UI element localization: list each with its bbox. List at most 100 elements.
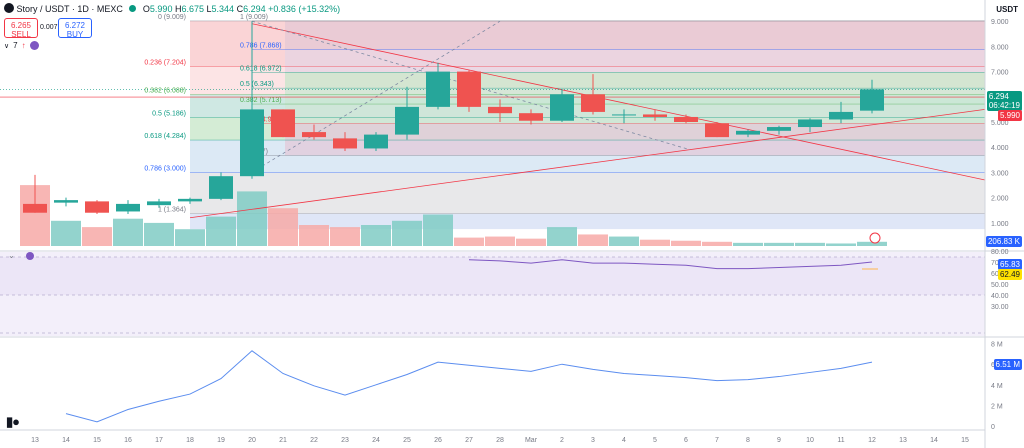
chevron-down-icon[interactable]: ∨ [4, 42, 10, 50]
current-price-tag: 6.294 06:42:19 [986, 91, 1022, 111]
price-tick: 1.000 [991, 221, 1009, 228]
candle-body [426, 71, 450, 107]
price-tick: 2.000 [991, 196, 1009, 203]
ohlc-change: +0.836 (+15.32%) [268, 4, 341, 14]
rsi-tick: 80.00 [991, 249, 1009, 256]
time-tick: 22 [310, 437, 318, 444]
vol-line-tag: 6.51 M [993, 359, 1022, 370]
rsi-tag-1: 65.83 [997, 259, 1022, 270]
volume-bar [392, 220, 422, 246]
candle-body [116, 203, 140, 212]
ohlc-close-label: C [236, 4, 244, 14]
time-tick: 13 [899, 437, 907, 444]
rsi-tag-2: 62.49 [997, 269, 1022, 280]
vol-tick: 4 M [991, 383, 1003, 390]
ohlc-close-value: 6.294 [243, 4, 266, 14]
fib-label-left: 0 (9.009) [158, 14, 186, 21]
sell-button[interactable]: 6.265 SELL [4, 18, 38, 39]
time-tick: 21 [279, 437, 287, 444]
candle-body [829, 111, 853, 120]
time-tick: 2 [560, 437, 564, 444]
time-tick: 14 [930, 437, 938, 444]
rsi-tick: 50.00 [991, 282, 1009, 289]
rsi-collapse-icon: ⌄ [8, 251, 15, 260]
volume-bar [423, 214, 453, 246]
volume-bar [764, 242, 794, 246]
symbol-bar[interactable]: Story / USDT · 1D · MEXC O5.990 H6.675 L… [4, 3, 340, 14]
spread-value: 0.007 [40, 24, 58, 31]
current-price: 6.294 [988, 92, 1009, 101]
market-open-icon [129, 5, 137, 12]
vol-tick: 2 M [991, 403, 1003, 410]
volume-bar [795, 242, 825, 246]
time-tick: 18 [186, 437, 194, 444]
volume-bar [671, 240, 701, 246]
candle-body [209, 176, 233, 199]
tradingview-logo-icon: ▮● [6, 414, 20, 429]
fib-label-right: 0.382 (5.713) [240, 97, 282, 104]
volume-bar [454, 237, 484, 246]
candle-body [333, 138, 357, 149]
price-tick: 3.000 [991, 170, 1009, 177]
volume-bar [609, 236, 639, 246]
vol-tick: 8 M [991, 342, 1003, 349]
sell-label: SELL [11, 30, 31, 39]
time-tick: 6 [684, 437, 688, 444]
ohlc-open-value: 5.990 [149, 4, 173, 14]
volume-bar [51, 220, 81, 246]
ohlc-open-label: O [142, 4, 150, 14]
time-tick: 12 [868, 437, 876, 444]
bar-countdown: 06:42:19 [988, 101, 1020, 110]
buy-button[interactable]: 6.272 BUY [58, 18, 92, 39]
fib-zone-left [190, 172, 985, 214]
time-tick: 23 [341, 437, 349, 444]
rsi-band [0, 257, 985, 295]
candle-body [178, 198, 202, 202]
volume-bar [578, 234, 608, 246]
fib-label-right: 0.786 (7.868) [240, 43, 282, 50]
candle-body [674, 116, 698, 122]
time-tick: 27 [465, 437, 473, 444]
symbol-title[interactable]: Story / USDT · 1D · MEXC [16, 4, 123, 14]
candle-body [54, 200, 78, 203]
candle-body [488, 106, 512, 114]
candle-body [643, 114, 667, 117]
time-tick: 3 [591, 437, 595, 444]
trend-line-resistance [251, 23, 986, 181]
candle-body [860, 89, 884, 111]
candle-body [798, 119, 822, 128]
fib-label-left: 0.786 (3.000) [144, 165, 186, 172]
ohlc-low-value: 5.344 [211, 4, 235, 14]
volume-bar [268, 208, 298, 246]
time-tick: 13 [31, 437, 39, 444]
volume-bar [733, 242, 763, 246]
volume-bar [485, 236, 515, 246]
time-tick: 24 [372, 437, 380, 444]
time-tick: 17 [155, 437, 163, 444]
time-tick: 20 [248, 437, 256, 444]
candle-body [302, 132, 326, 138]
volume-bar [82, 227, 112, 246]
rsi-line [468, 259, 873, 270]
time-tick: 15 [93, 437, 101, 444]
ohlc-low-label: L [206, 4, 212, 14]
indicator-toggle-row[interactable]: ∨ 7 ↑ [4, 41, 39, 50]
candle-body [395, 106, 419, 135]
vol-tick: 0 [991, 424, 995, 431]
volume-bar [299, 225, 329, 246]
price-tick: 9.000 [991, 19, 1009, 26]
flash-icon [869, 232, 881, 244]
time-tick: 28 [496, 437, 504, 444]
candle-body [457, 71, 481, 107]
fib-label-right: 1 (9.009) [240, 14, 268, 21]
price-tick: 5.000 [991, 120, 1009, 127]
replay-icon[interactable] [29, 41, 39, 50]
volume-bar [516, 238, 546, 246]
time-tick: 16 [124, 437, 132, 444]
volume-bar [640, 239, 670, 246]
alert-icon[interactable]: ↑ [21, 41, 26, 50]
buy-price: 6.272 [64, 21, 86, 30]
fib-zone-right [285, 123, 985, 156]
fib-label-left: 1 (1.364) [158, 207, 186, 214]
